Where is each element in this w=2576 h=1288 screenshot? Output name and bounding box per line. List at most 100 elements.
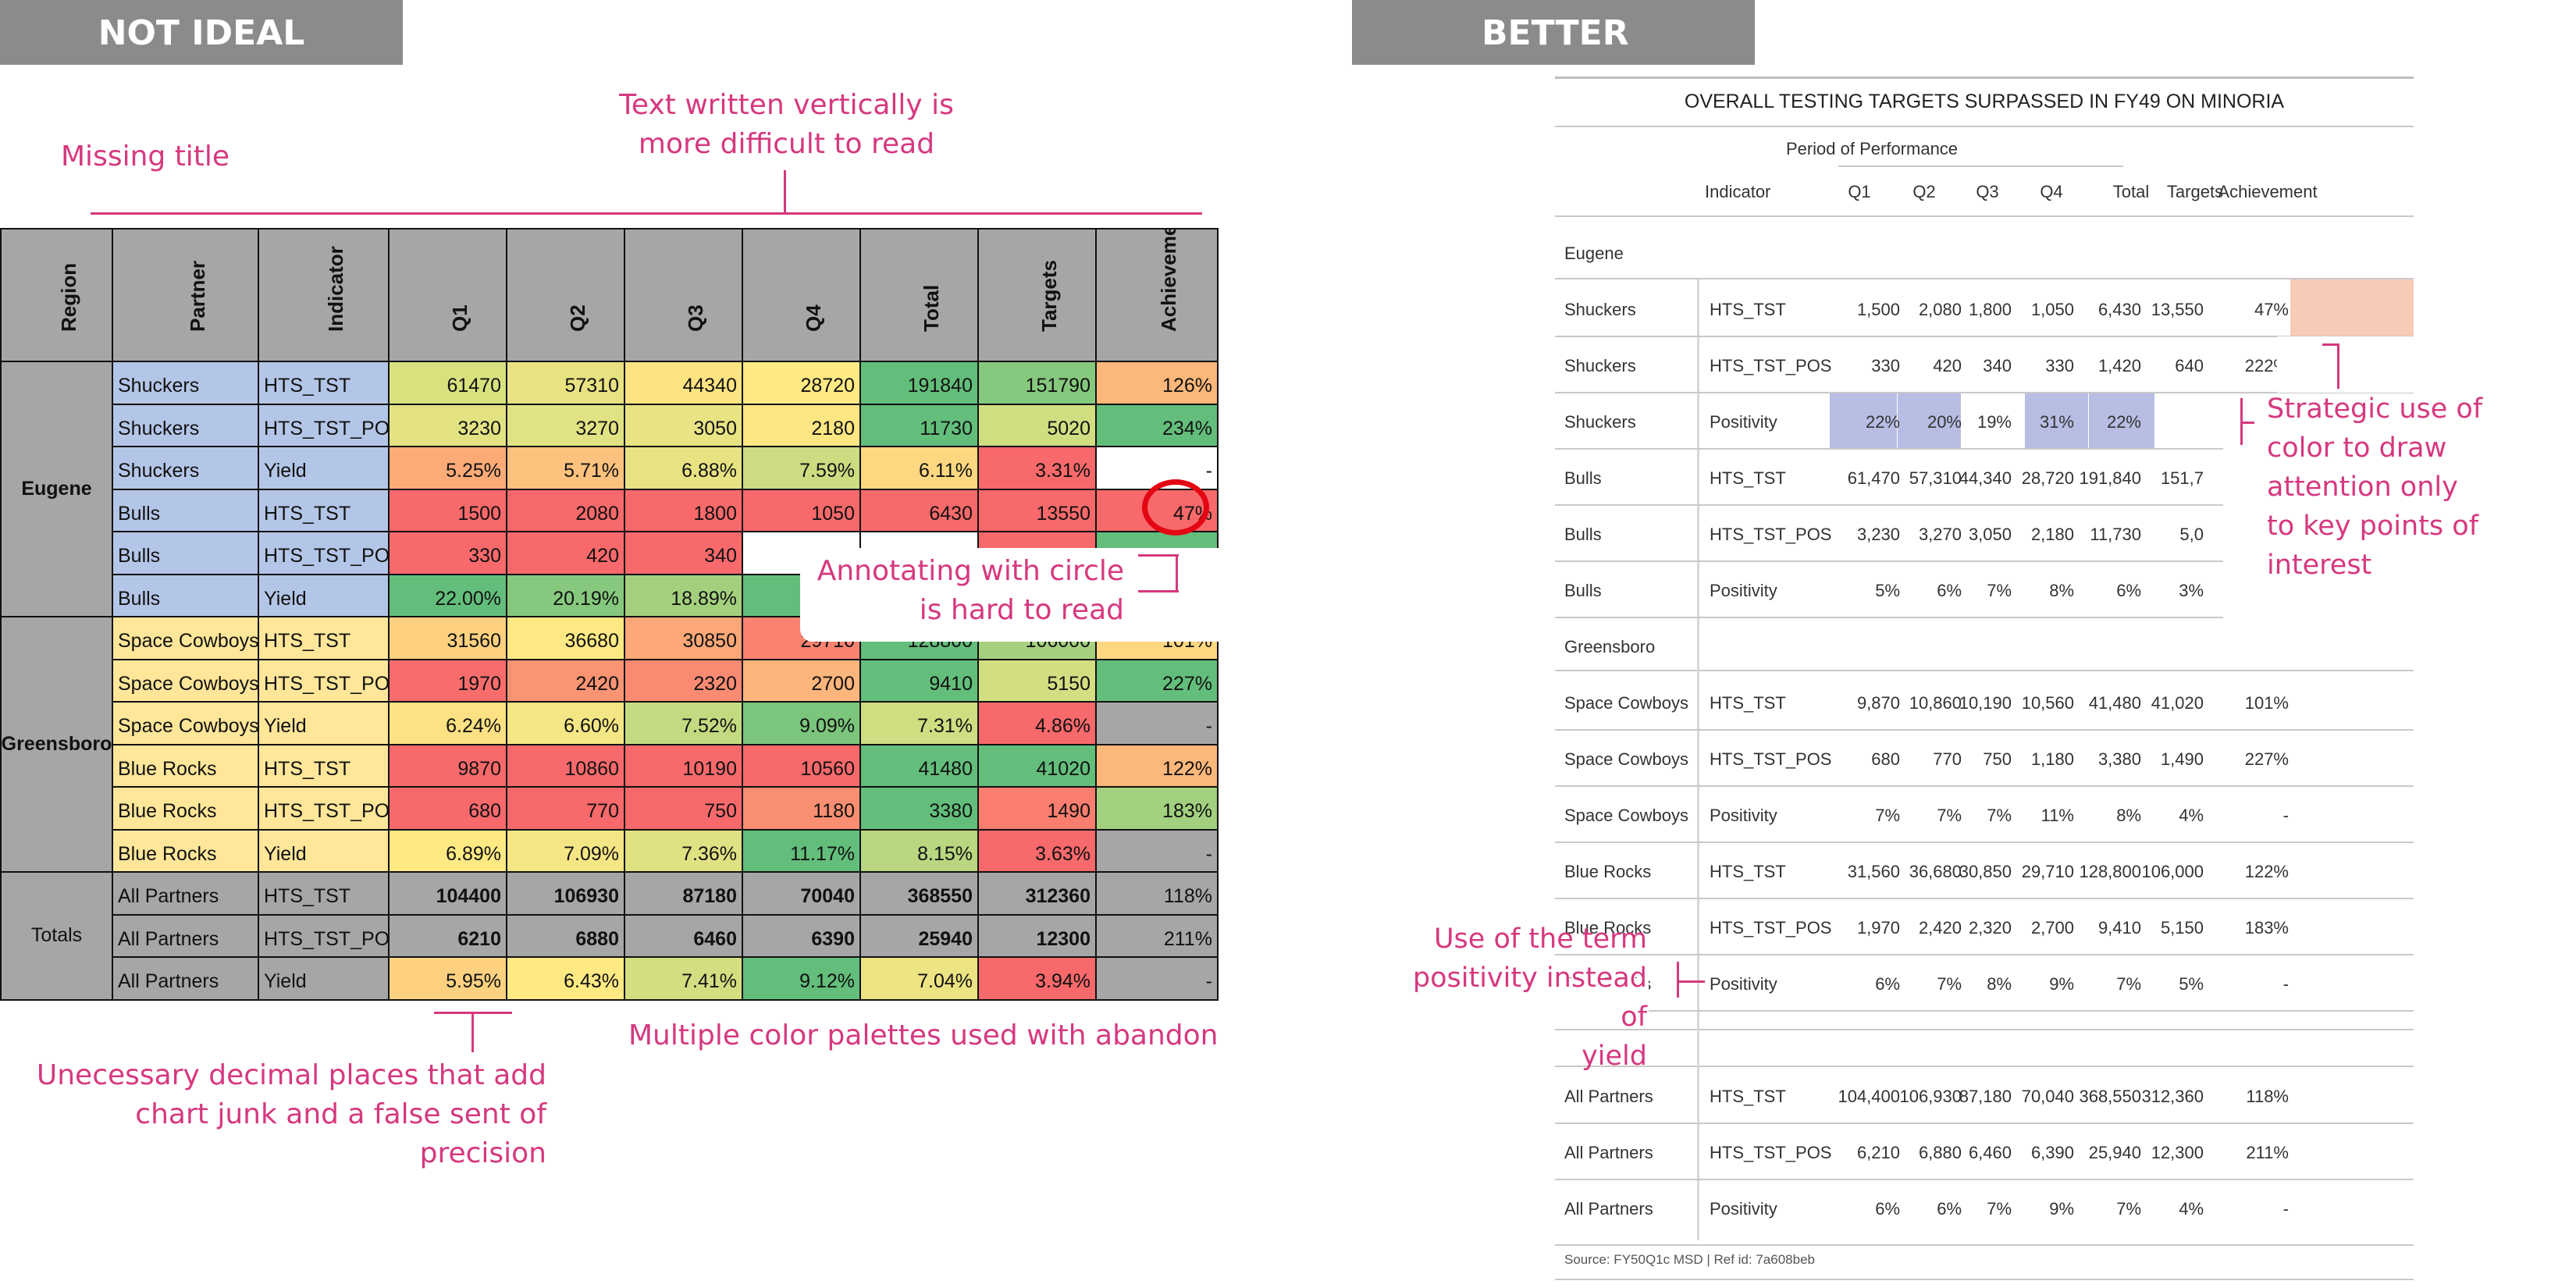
value-cell: 122% [1095, 743, 1219, 788]
top-rule [1555, 76, 2414, 79]
value-cell: 4.86% [977, 701, 1097, 745]
header-label: Q4 [801, 304, 825, 332]
header-region: Region [0, 228, 113, 362]
value-cell: 6.88% [624, 446, 743, 490]
value-label: 3,050 [1968, 525, 2012, 544]
value-label: 8% [2116, 806, 2141, 825]
value-label: 6% [1937, 1199, 1962, 1219]
value-cell: 18.89% [624, 573, 743, 617]
value-cell: 9410 [859, 658, 979, 703]
value-cell: 10560 [742, 743, 861, 788]
annotation-tick [1138, 554, 1179, 557]
partner-cell: All Partners [112, 871, 259, 916]
row-rule [1555, 841, 2414, 843]
note-line: chart junk and a false sent of precision [135, 1098, 546, 1169]
value-cell: 3380 [859, 786, 979, 831]
note-vertical-text: Text written vertically is more difficul… [570, 86, 1003, 164]
value-cell: 2080 [506, 488, 625, 532]
value-label: 10,860 [1909, 693, 1962, 713]
value-label: 227% [2244, 749, 2289, 769]
partner-label: Blue Rocks [1564, 862, 1652, 881]
annotation-line [2337, 343, 2339, 389]
value-label: 2,180 [2030, 525, 2074, 544]
value-cell: 211% [1095, 913, 1219, 958]
value-label: 7% [1937, 806, 1962, 825]
value-label: 6% [1875, 974, 1900, 994]
header-partner: Partner [112, 228, 259, 362]
value-label: 22% [1865, 412, 1900, 432]
value-cell: 7.52% [624, 701, 743, 745]
header-q4: Q4 [742, 228, 861, 362]
better-banner: BETTER [1352, 0, 1755, 65]
value-cell: 340 [624, 531, 743, 575]
row-rule [1555, 448, 2414, 450]
value-label: 70,040 [2021, 1087, 2074, 1106]
row-rule [1555, 898, 2414, 899]
annotation-cover [1555, 978, 1649, 1025]
header-q1: Q1 [388, 228, 507, 362]
value-label: 6% [2116, 581, 2141, 600]
note-circle: Annotating with circle is hard to read [804, 552, 1124, 630]
indicator-cell: Yield [258, 956, 390, 1001]
note-strategic-color: Strategic use of color to draw attention… [2267, 390, 2482, 585]
indicator-label: HTS_TST_POS [1710, 1143, 1832, 1162]
indicator-cell: HTS_TST [258, 871, 390, 916]
row-rule [1555, 785, 2414, 787]
value-cell: 6460 [624, 913, 743, 958]
note-positivity: Use of the term positivity instead of yi… [1382, 920, 1647, 1076]
value-cell: 191840 [859, 361, 979, 405]
value-label: 10,190 [1959, 693, 2012, 713]
row-rule [1555, 729, 2414, 731]
value-label: 680 [1871, 749, 1900, 769]
value-cell: 41480 [859, 743, 979, 788]
value-label: 183% [2244, 918, 2289, 938]
annotation-line [1677, 962, 1679, 998]
indicator-label: Positivity [1710, 806, 1777, 825]
value-label: 330 [1871, 356, 1900, 375]
region-cell: Totals [0, 871, 113, 1001]
partner-label: All Partners [1564, 1143, 1653, 1162]
row-rule [1555, 560, 2414, 562]
value-cell: 330 [388, 531, 507, 575]
value-label: 9,870 [1856, 693, 1900, 713]
right-table: OVERALL TESTING TARGETS SURPASSED IN FY4… [1555, 76, 2414, 1286]
column-divider [1697, 1067, 1699, 1240]
value-cell: 3.31% [977, 446, 1097, 490]
value-cell: 25940 [859, 913, 979, 958]
value-cell: 5.25% [388, 446, 507, 490]
header-q3: Q3 [1976, 182, 1999, 201]
annotation-cover [2223, 448, 2414, 624]
indicator-cell: Yield [258, 828, 390, 873]
value-label: 1,500 [1856, 300, 1900, 319]
partner-cell: Blue Rocks [112, 743, 259, 788]
value-label: 106,930 [1899, 1087, 1962, 1106]
value-cell: 1180 [742, 786, 861, 831]
value-cell: 3270 [506, 403, 625, 447]
value-label: 1,180 [2030, 749, 2074, 769]
value-cell: 6210 [388, 913, 507, 958]
value-label: 2,320 [1968, 918, 2012, 938]
indicator-label: HTS_TST [1710, 468, 1786, 488]
value-label: - [2282, 806, 2289, 825]
value-label: 101% [2244, 693, 2289, 713]
note-line: interest [2267, 550, 2372, 581]
value-cell: 7.09% [506, 828, 625, 873]
value-label: 7% [2116, 1199, 2141, 1219]
header-achievement: Achievement [1095, 228, 1219, 362]
value-label: 9% [2049, 1199, 2074, 1219]
header-label: Achievement [1157, 228, 1180, 332]
value-label: 122% [2244, 862, 2289, 881]
value-cell: 41020 [977, 743, 1097, 788]
value-cell: 1490 [977, 786, 1097, 831]
value-cell: 10190 [624, 743, 743, 788]
value-label: 330 [2045, 356, 2074, 375]
value-label: 128,800 [2079, 862, 2141, 881]
value-label: 106,000 [2141, 862, 2204, 881]
value-cell: 5.71% [506, 446, 625, 490]
value-label: 30,850 [1959, 862, 2012, 881]
value-label: 6,880 [1918, 1143, 1962, 1162]
annotation-tick [1176, 554, 1178, 592]
value-cell: 11730 [859, 403, 979, 447]
value-label: 31,560 [1847, 862, 1900, 881]
value-cell: 420 [506, 531, 625, 575]
